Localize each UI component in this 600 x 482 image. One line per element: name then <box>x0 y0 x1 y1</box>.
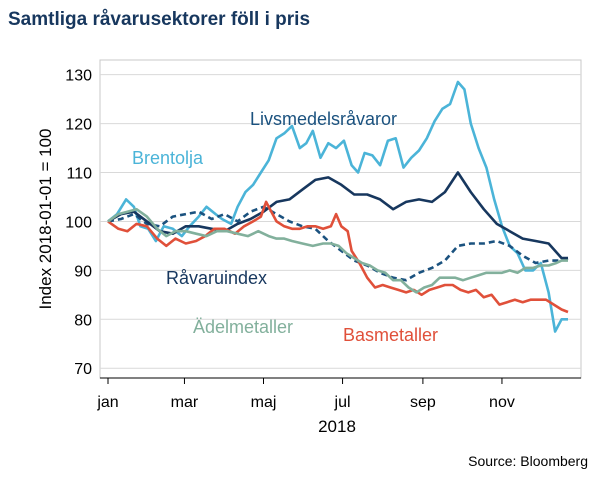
y-tick-label: 130 <box>65 68 92 85</box>
x-tick-label-sep: sep <box>410 394 436 411</box>
label-adelmetaller: Ädelmetaller <box>193 317 293 337</box>
x-tick-label-maj: maj <box>251 394 277 411</box>
y-axis-ticks: 70 80 90 100 110 120 130 <box>65 68 92 379</box>
label-basmetaller: Basmetaller <box>343 325 438 345</box>
y-axis-title: Index 2018-01-01 = 100 <box>36 128 55 309</box>
x-tick-label-nov: nov <box>489 394 515 411</box>
source-note: Source: Bloomberg <box>468 453 588 469</box>
y-tick-label: 70 <box>74 361 92 378</box>
label-livsmedelsravaror: Livsmedelsråvaror <box>250 109 397 129</box>
y-tick-label: 100 <box>65 214 92 231</box>
y-tick-label: 90 <box>74 263 92 280</box>
label-ravaruindex: Råvaruindex <box>166 268 267 288</box>
y-tick-label: 110 <box>66 166 92 183</box>
x-tick-label-mar: mar <box>171 394 199 411</box>
y-tick-label: 80 <box>74 312 92 329</box>
series-line-råvaruindex <box>107 171 568 260</box>
plot-area-frame <box>99 59 582 379</box>
y-tick-label: 120 <box>65 117 92 134</box>
series-line-ädelmetaller <box>107 207 568 294</box>
series-line-basmetaller <box>107 200 569 314</box>
x-tick-label-jan: jan <box>96 394 118 411</box>
x-tick-label-jul: jul <box>334 394 351 411</box>
series-line-livsmedelsråvaror <box>107 205 569 282</box>
series-lines <box>107 80 569 333</box>
chart-title: Samtliga råvarusektorer föll i pris <box>8 9 311 30</box>
x-axis-ticks: jan mar maj jul sep nov <box>96 378 515 411</box>
label-brentolja: Brentolja <box>132 148 204 168</box>
x-axis-title: 2018 <box>318 417 356 436</box>
